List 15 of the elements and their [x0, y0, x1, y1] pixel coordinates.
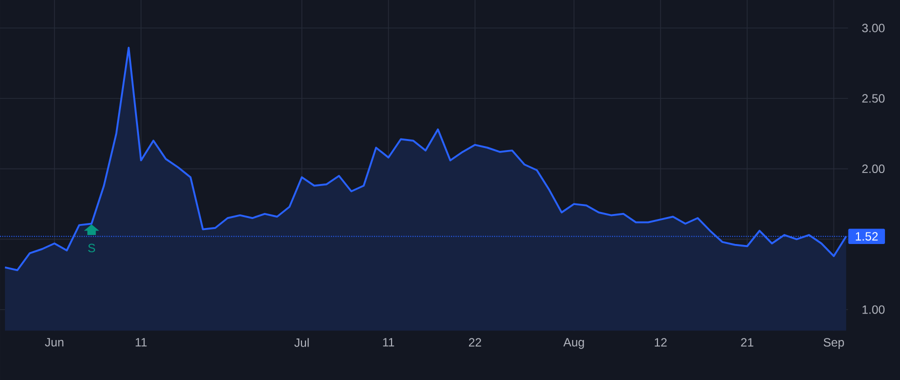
- x-tick-label: 21: [741, 338, 754, 346]
- x-tick-label: Aug: [563, 338, 584, 349]
- y-tick-label: 2.50: [862, 94, 885, 103]
- ref-line-label: 1.52: [856, 232, 878, 241]
- x-tick-label: 22: [468, 338, 482, 346]
- x-tick-label: 12: [654, 338, 667, 346]
- y-tick-label: 2.00: [862, 164, 885, 174]
- y-tick-label: 3.00: [862, 24, 885, 32]
- x-tick-label: Jul: [294, 338, 309, 347]
- x-tick-label: 11: [383, 338, 394, 346]
- x-tick-label: Jun: [44, 338, 64, 346]
- annotation: S: [88, 244, 96, 252]
- y-tick-label: 1.00: [862, 305, 885, 314]
- x-tick-label: 11: [136, 338, 147, 346]
- x-tick-label: Sep: [824, 338, 844, 349]
